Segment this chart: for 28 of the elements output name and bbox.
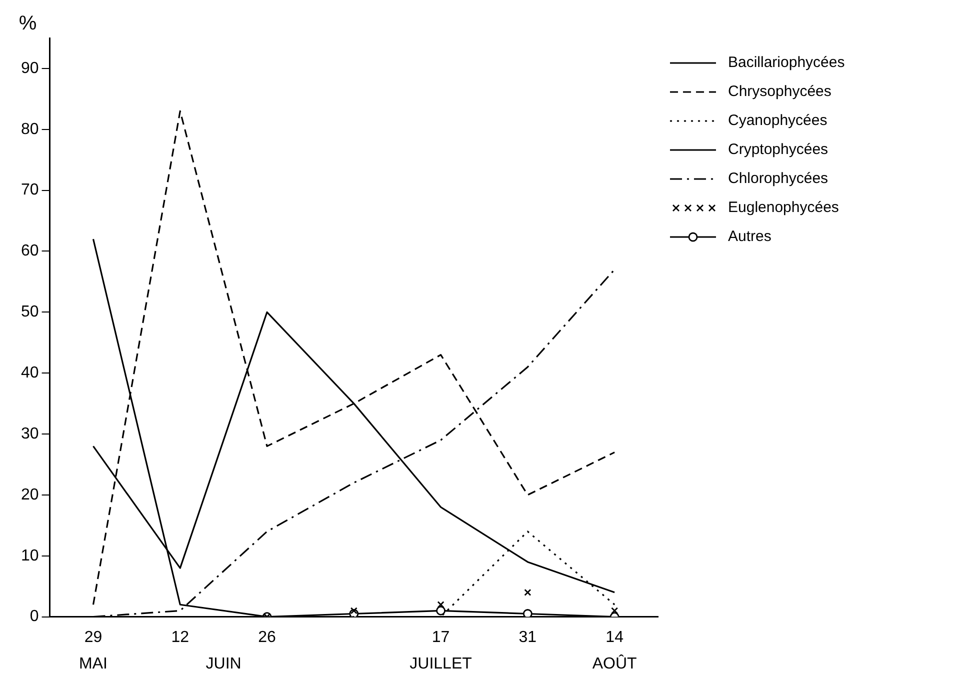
y-tick-label: 50	[21, 304, 39, 321]
x-tick-label: 29	[84, 628, 102, 646]
legend-label: Cyanophycées	[728, 112, 828, 129]
y-tick-label: 20	[21, 486, 39, 504]
legend-label: Chlorophycées	[728, 170, 828, 187]
y-tick-label: 10	[21, 547, 39, 564]
y-tick-label: 30	[21, 425, 39, 442]
legend-label: Bacillariophycées	[728, 54, 845, 71]
x-tick-label: 14	[606, 628, 624, 646]
legend-label: Chrysophycées	[728, 83, 832, 100]
y-tick-label: 40	[21, 364, 39, 382]
y-tick-label: 60	[21, 242, 39, 260]
legend-label: Cryptophycées	[728, 141, 828, 158]
legend-label: Euglenophycées	[728, 199, 839, 216]
x-tick-label: 17	[432, 628, 450, 646]
legend-label: Autres	[728, 228, 772, 245]
text: AOÛT	[592, 654, 637, 672]
x-tick-label: 12	[171, 628, 190, 646]
y-tick-label: 0	[30, 608, 39, 626]
text: JUILLET	[410, 655, 472, 672]
x-tick-label: 31	[518, 628, 537, 646]
x-tick-label: 26	[258, 628, 276, 646]
y-tick-label: 70	[21, 182, 39, 199]
y-axis-title: %	[18, 12, 37, 35]
y-tick-label: 80	[21, 120, 39, 138]
text: JUIN	[206, 655, 242, 672]
y-tick-label: 90	[21, 60, 39, 77]
text: MAI	[79, 655, 108, 672]
